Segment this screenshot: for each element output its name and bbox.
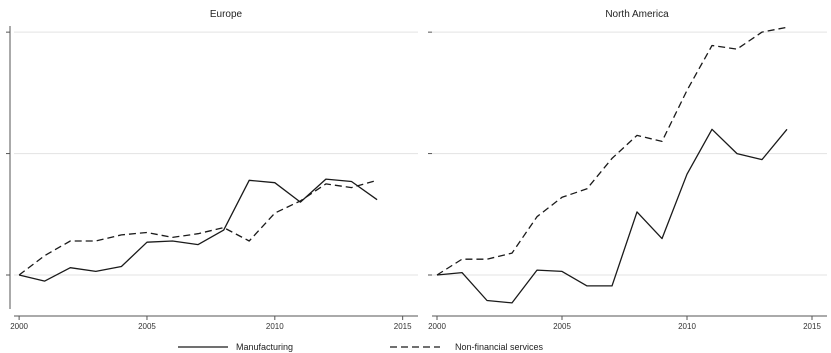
x-tick-label: 2010 bbox=[266, 322, 284, 331]
x-tick-label: 2005 bbox=[553, 322, 571, 331]
series-line-non-financial-services-north-america bbox=[436, 26, 788, 276]
x-tick-label: 2005 bbox=[138, 322, 156, 331]
panel-title-north-america: North America bbox=[605, 9, 669, 20]
x-tick-label: 2015 bbox=[394, 322, 412, 331]
series-line-manufacturing-europe bbox=[18, 178, 378, 282]
x-tick-label: 2000 bbox=[10, 322, 28, 331]
x-tick-label: 2015 bbox=[803, 322, 821, 331]
x-tick-label: 2000 bbox=[428, 322, 446, 331]
legend-label-non-financial-services: Non-financial services bbox=[455, 342, 544, 352]
series-line-manufacturing-north-america bbox=[436, 128, 788, 304]
legend-label-manufacturing: Manufacturing bbox=[236, 342, 293, 352]
x-tick-label: 2010 bbox=[678, 322, 696, 331]
panel-title-europe: Europe bbox=[210, 9, 243, 20]
series-line-non-financial-services-europe bbox=[18, 179, 378, 276]
